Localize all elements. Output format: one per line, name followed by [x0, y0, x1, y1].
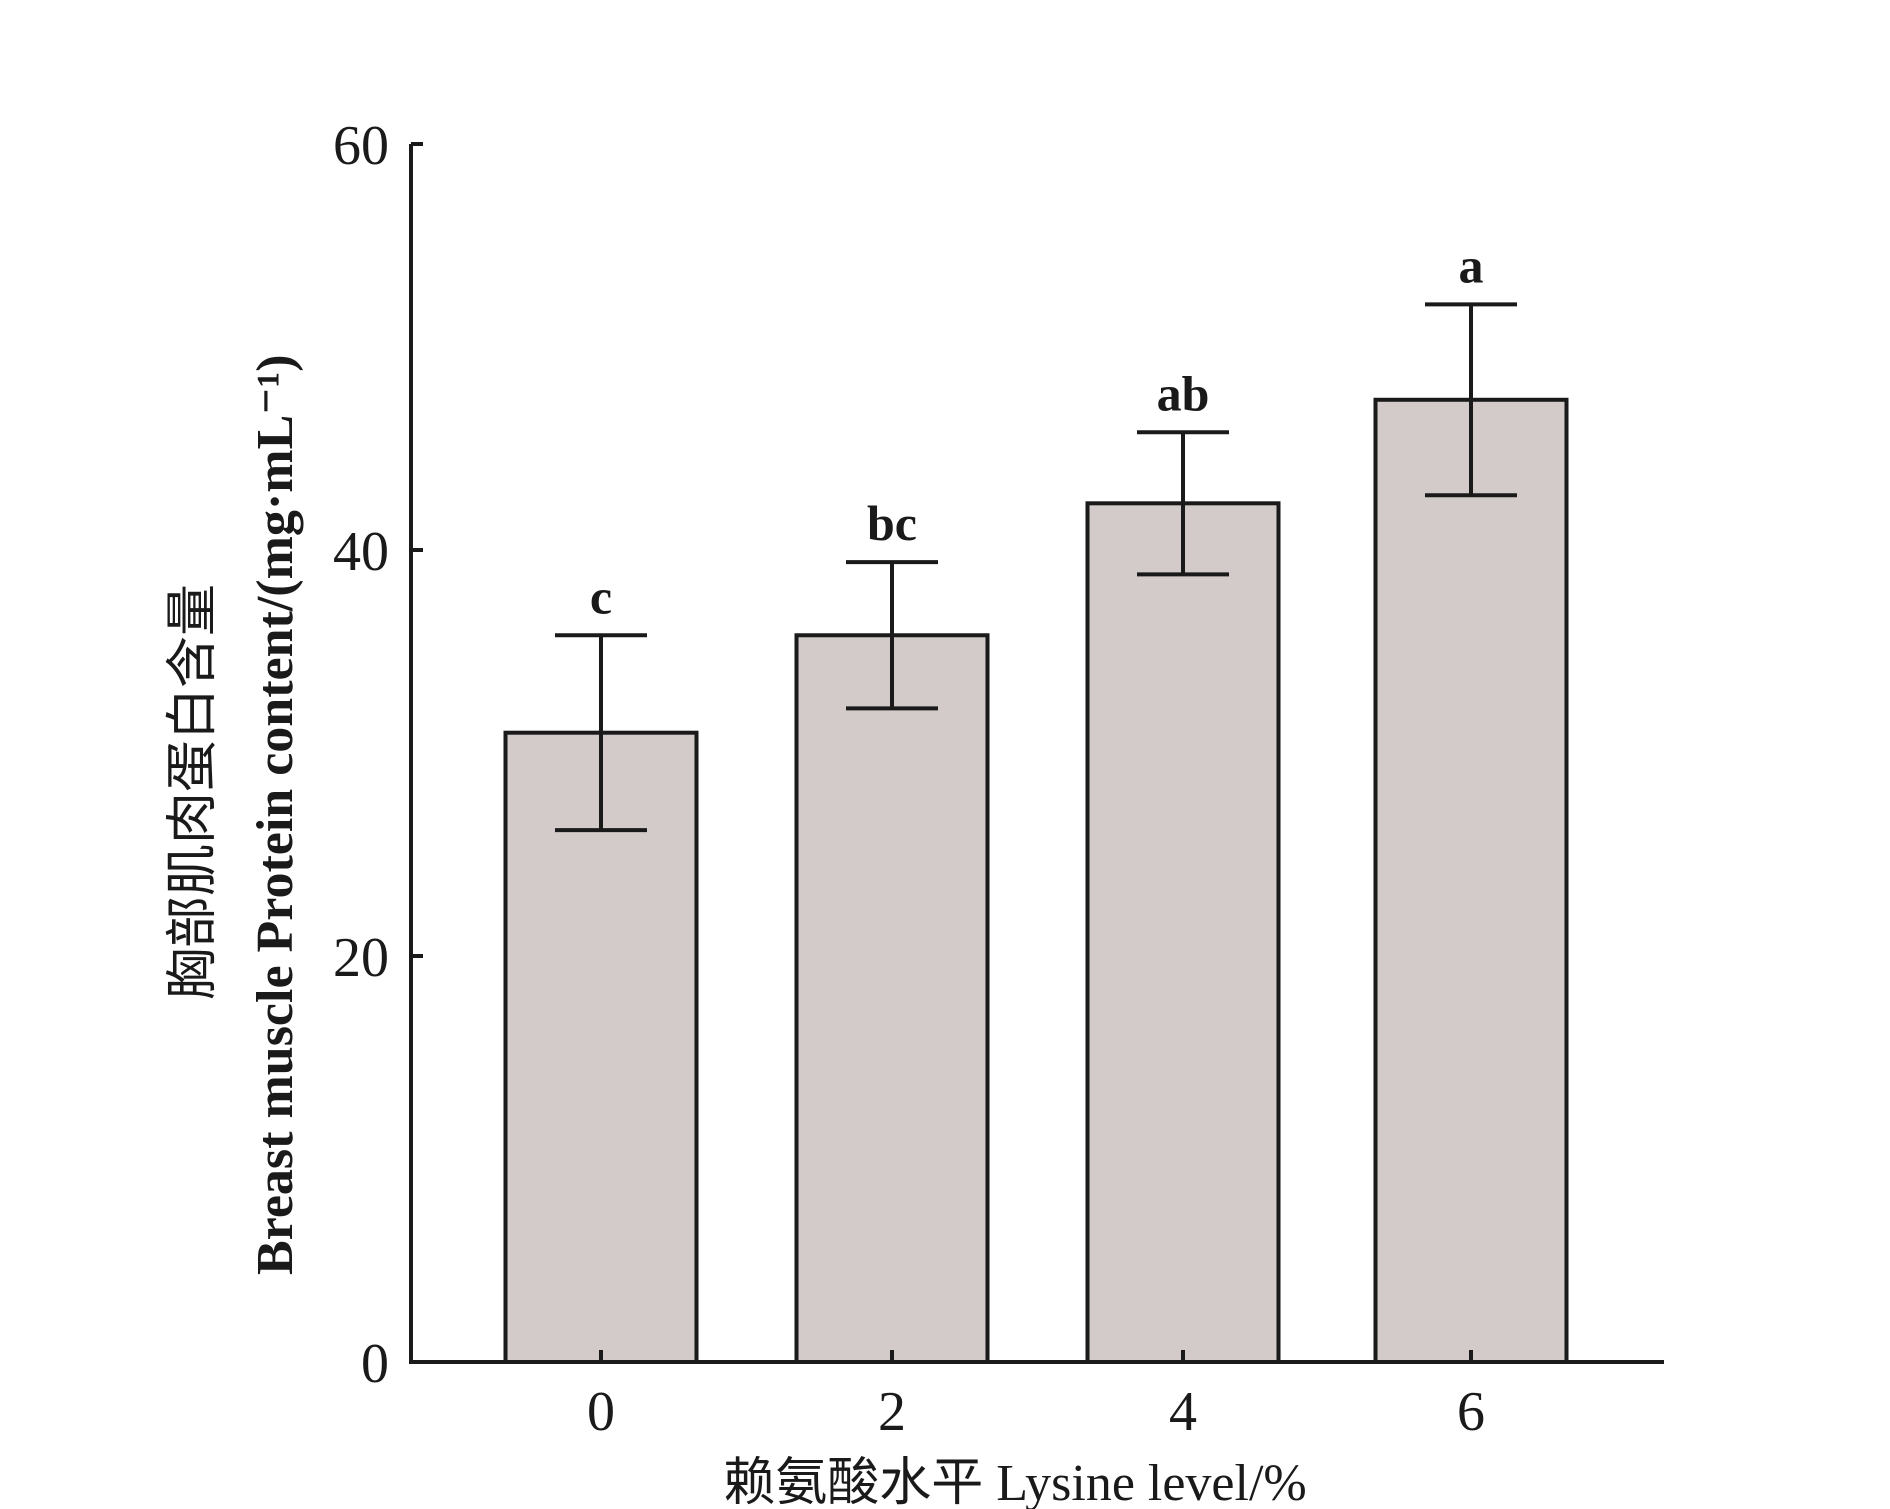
significance-label: a [1459, 237, 1484, 293]
bar-6 [1373, 397, 1569, 1364]
y-tick-label: 60 [333, 115, 389, 177]
bar-4 [1085, 501, 1281, 1364]
bar-2 [794, 633, 990, 1364]
significance-label: ab [1157, 365, 1210, 421]
x-axis-label: 赖氨酸水平 Lysine level/% [723, 1455, 1306, 1509]
y-tick-label: 20 [333, 927, 389, 989]
x-tick-label: 6 [1457, 1381, 1485, 1443]
significance-label: bc [867, 495, 917, 551]
error-bar-0 [555, 633, 647, 833]
error-bar-6 [1425, 302, 1517, 498]
y-tick-label: 0 [361, 1333, 389, 1395]
x-tick-label: 2 [878, 1381, 906, 1443]
error-bar-4 [1137, 430, 1229, 577]
error-bar-2 [846, 560, 938, 711]
significance-label: c [590, 568, 612, 624]
x-tick-label: 0 [587, 1381, 615, 1443]
x-tick-label: 4 [1169, 1381, 1197, 1443]
y-axis-label-cn: 胸部肌肉蛋白含量 [165, 584, 222, 1000]
bar-0 [503, 730, 699, 1364]
y-tick-label: 40 [333, 521, 389, 583]
y-axis-label: Breast muscle Protein content/(mg·mL⁻¹) [247, 354, 304, 1275]
